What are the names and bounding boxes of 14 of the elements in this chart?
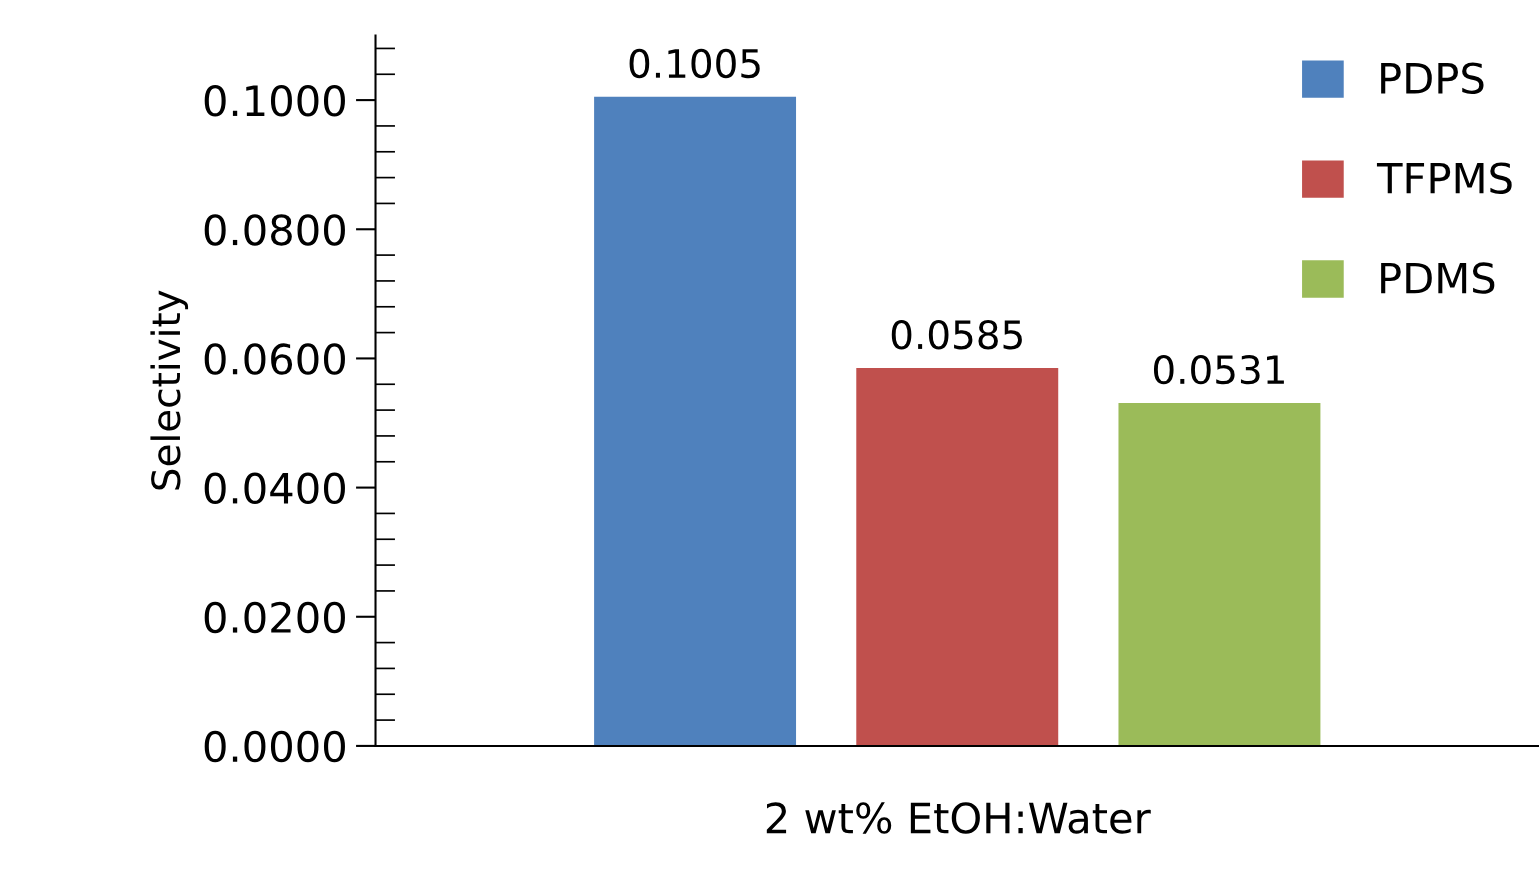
x-tick-label: 2 wt% EtOH:Water xyxy=(766,802,1151,834)
data-label: 0.0531 xyxy=(1153,354,1284,385)
legend-label: PDMS xyxy=(1381,262,1495,294)
y-tick-label: 0.1000 xyxy=(204,85,345,117)
data-label: 0.1005 xyxy=(629,48,760,79)
y-axis-title: Selectivity xyxy=(150,290,189,490)
y-tick-label: 0.0600 xyxy=(204,343,345,375)
y-tick-label: 0.0200 xyxy=(204,601,345,634)
y-tick-label: 0.0000 xyxy=(204,730,345,763)
y-tick-label: 0.0800 xyxy=(204,214,345,246)
y-tick-label: 0.0400 xyxy=(204,472,345,505)
legend-label: TFPMS xyxy=(1376,162,1512,194)
data-label: 0.0585 xyxy=(891,320,1022,350)
legend-label: PDPS xyxy=(1381,62,1484,95)
